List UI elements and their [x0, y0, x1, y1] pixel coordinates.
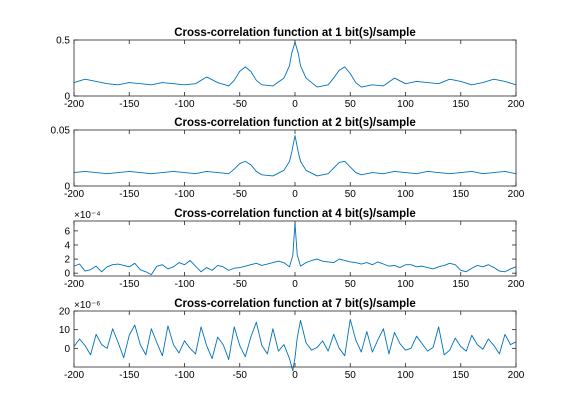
chart-4-xtick-label: -200: [64, 370, 84, 381]
chart-3-ytick-label: 0: [64, 269, 70, 280]
chart-4-xtick-label: 100: [397, 370, 414, 381]
chart-1-xtick-label: 100: [397, 99, 414, 110]
chart-4-xtick-label: 200: [508, 370, 525, 381]
chart-1-xtick-label: -150: [119, 99, 139, 110]
chart-4-title: Cross-correlation function at 7 bit(s)/s…: [174, 298, 416, 310]
chart-1-ytick-label: 0: [64, 92, 70, 103]
chart-4-xtick-label: 150: [452, 370, 469, 381]
chart-3-xtick-label: -100: [174, 279, 194, 290]
chart-1-xtick-label: -200: [64, 99, 84, 110]
chart-1-xtick-label: 50: [345, 99, 357, 110]
chart-3-xtick-label: 150: [452, 279, 469, 290]
chart-1-series-line: [73, 41, 517, 88]
chart-3-series-line: [73, 222, 517, 276]
chart-4-ytick-label: 20: [59, 307, 71, 318]
chart-2-ytick-label: 0: [64, 182, 70, 193]
chart-1-xtick-label: 0: [292, 99, 298, 110]
chart-3-title: Cross-correlation function at 4 bit(s)/s…: [174, 208, 416, 220]
chart-3-xtick-label: 50: [345, 279, 357, 290]
chart-1-xtick-label: -100: [174, 99, 194, 110]
chart-3-xtick-label: -50: [233, 279, 248, 290]
chart-2-xtick-label: -100: [174, 189, 194, 200]
chart-1-ytick-label: 0.5: [56, 36, 70, 47]
chart-3-ytick-label: 2: [64, 255, 70, 266]
chart-1-xtick-label: 150: [452, 99, 469, 110]
chart-1-axes-box: [73, 39, 517, 97]
chart-2-xtick-label: -50: [233, 189, 248, 200]
chart-4-xtick-label: -100: [174, 370, 194, 381]
chart-4-exponent-label: ×10⁻⁶: [74, 300, 100, 311]
chart-2-xtick-label: -150: [119, 189, 139, 200]
chart-3-ytick-label: 6: [64, 226, 70, 237]
chart-2-ytick-label: 0.05: [51, 126, 71, 137]
chart-2-title: Cross-correlation function at 2 bit(s)/s…: [174, 117, 416, 129]
chart-4-ytick-label: 10: [59, 325, 71, 336]
chart-1-xtick-label: -50: [233, 99, 248, 110]
chart-2-xtick-label: 200: [508, 189, 525, 200]
chart-2-xtick-label: 100: [397, 189, 414, 200]
chart-3-xtick-label: 100: [397, 279, 414, 290]
chart-3-xtick-label: 0: [292, 279, 298, 290]
chart-2-xtick-label: 150: [452, 189, 469, 200]
chart-4-xtick-label: -50: [233, 370, 248, 381]
chart-3-ytick-label: 4: [64, 240, 70, 251]
chart-1-xtick-label: 200: [508, 99, 525, 110]
chart-1-title: Cross-correlation function at 1 bit(s)/s…: [174, 27, 416, 39]
chart-2-xtick-label: -200: [64, 189, 84, 200]
chart-2-axes-box: [73, 129, 517, 187]
chart-2-xtick-label: 50: [345, 189, 357, 200]
chart-2-xtick-label: 0: [292, 189, 298, 200]
chart-2-series-line: [73, 135, 517, 177]
chart-4-xtick-label: 50: [345, 370, 357, 381]
chart-4-xtick-label: -150: [119, 370, 139, 381]
chart-4-series-line: [73, 318, 517, 372]
chart-3-exponent-label: ×10⁻⁴: [74, 210, 101, 221]
chart-4-ytick-label: 0: [64, 344, 70, 355]
chart-3-xtick-label: -150: [119, 279, 139, 290]
chart-3-xtick-label: 200: [508, 279, 525, 290]
chart-3-xtick-label: -200: [64, 279, 84, 290]
chart-4-xtick-label: 0: [292, 370, 298, 381]
